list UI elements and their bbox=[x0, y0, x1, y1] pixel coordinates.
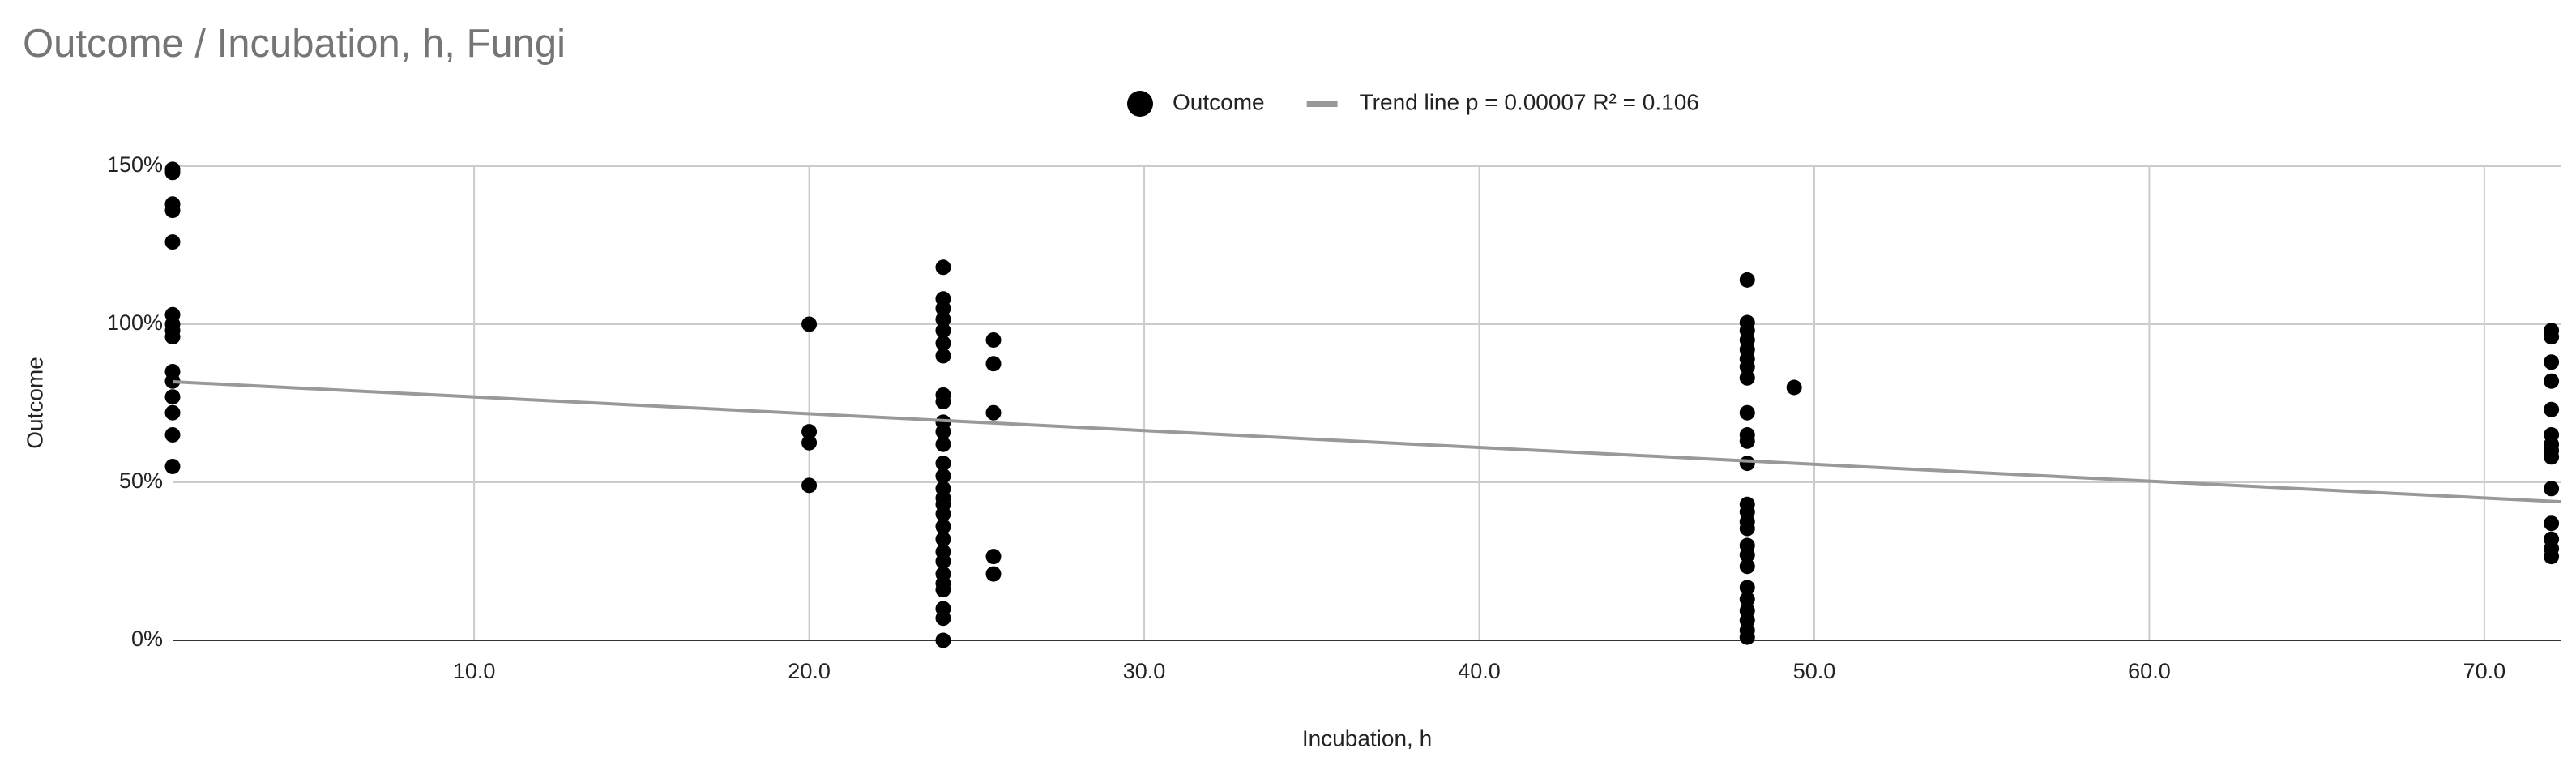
data-point bbox=[164, 203, 181, 219]
x-tick-label: 30.0 bbox=[1123, 659, 1166, 683]
data-point bbox=[985, 356, 1002, 372]
data-point bbox=[1739, 404, 1755, 421]
data-point bbox=[935, 323, 951, 339]
data-point bbox=[935, 394, 951, 410]
x-tick-label: 60.0 bbox=[2128, 659, 2171, 683]
data-point bbox=[935, 301, 951, 316]
data-point bbox=[985, 566, 1002, 582]
data-point bbox=[164, 404, 181, 421]
data-point bbox=[164, 329, 181, 345]
trend-line bbox=[172, 379, 2562, 504]
data-point bbox=[935, 506, 951, 522]
data-point bbox=[935, 519, 951, 535]
data-point bbox=[935, 554, 951, 569]
y-tick-label: 150% bbox=[107, 152, 163, 177]
legend-label: Outcome bbox=[1173, 89, 1265, 114]
data-point bbox=[164, 373, 181, 389]
data-point bbox=[1739, 580, 1755, 596]
data-point bbox=[1739, 359, 1755, 375]
data-point bbox=[2544, 329, 2560, 345]
data-point bbox=[935, 348, 951, 364]
x-tick-label: 50.0 bbox=[1793, 659, 1836, 683]
data-point bbox=[1739, 370, 1755, 386]
data-point bbox=[935, 456, 951, 472]
data-point bbox=[1739, 456, 1755, 472]
y-tick-label: 0% bbox=[131, 627, 163, 651]
x-tick-label: 40.0 bbox=[1458, 659, 1501, 683]
data-point bbox=[985, 549, 1002, 565]
x-axis-title: Incubation, h bbox=[1302, 725, 1432, 751]
y-tick-label: 50% bbox=[119, 468, 163, 493]
data-point bbox=[935, 582, 951, 598]
data-point bbox=[2544, 373, 2560, 389]
data-point bbox=[935, 531, 951, 547]
data-point bbox=[1739, 433, 1755, 449]
data-point bbox=[935, 259, 951, 276]
data-point bbox=[164, 459, 181, 474]
data-point bbox=[935, 632, 951, 648]
data-point bbox=[985, 404, 1002, 421]
data-point bbox=[2544, 481, 2560, 497]
data-point bbox=[935, 335, 951, 351]
data-point bbox=[164, 165, 181, 181]
data-point bbox=[164, 427, 181, 443]
data-point bbox=[1739, 558, 1755, 575]
data-point bbox=[935, 436, 951, 452]
data-point bbox=[1739, 520, 1755, 537]
legend-marker bbox=[1127, 91, 1153, 117]
data-point bbox=[801, 434, 818, 451]
data-point bbox=[985, 332, 1002, 348]
data-point bbox=[164, 389, 181, 405]
data-point bbox=[1739, 547, 1755, 563]
data-point bbox=[2544, 354, 2560, 370]
data-point bbox=[2544, 401, 2560, 417]
data-point bbox=[801, 316, 818, 332]
x-tick-label: 20.0 bbox=[788, 659, 831, 683]
chart-title: Outcome / Incubation, h, Fungi bbox=[23, 22, 566, 66]
data-point bbox=[1739, 272, 1755, 288]
data-point bbox=[801, 477, 818, 494]
data-point bbox=[1739, 591, 1755, 607]
data-point bbox=[801, 424, 818, 440]
legend-label: Trend line p = 0.00007 R² = 0.106 bbox=[1360, 89, 1699, 114]
y-tick-label: 100% bbox=[107, 310, 163, 335]
data-point bbox=[2544, 549, 2560, 565]
data-point bbox=[935, 468, 951, 484]
data-point bbox=[935, 311, 951, 327]
data-point bbox=[1786, 379, 1802, 396]
data-point bbox=[935, 610, 951, 627]
y-axis-title: Outcome bbox=[22, 357, 47, 449]
data-point bbox=[1739, 629, 1755, 645]
data-point bbox=[2544, 449, 2560, 465]
data-point bbox=[935, 424, 951, 440]
data-point bbox=[164, 234, 181, 250]
x-tick-label: 70.0 bbox=[2463, 659, 2506, 683]
data-point bbox=[2544, 515, 2560, 532]
x-tick-label: 10.0 bbox=[453, 659, 496, 683]
